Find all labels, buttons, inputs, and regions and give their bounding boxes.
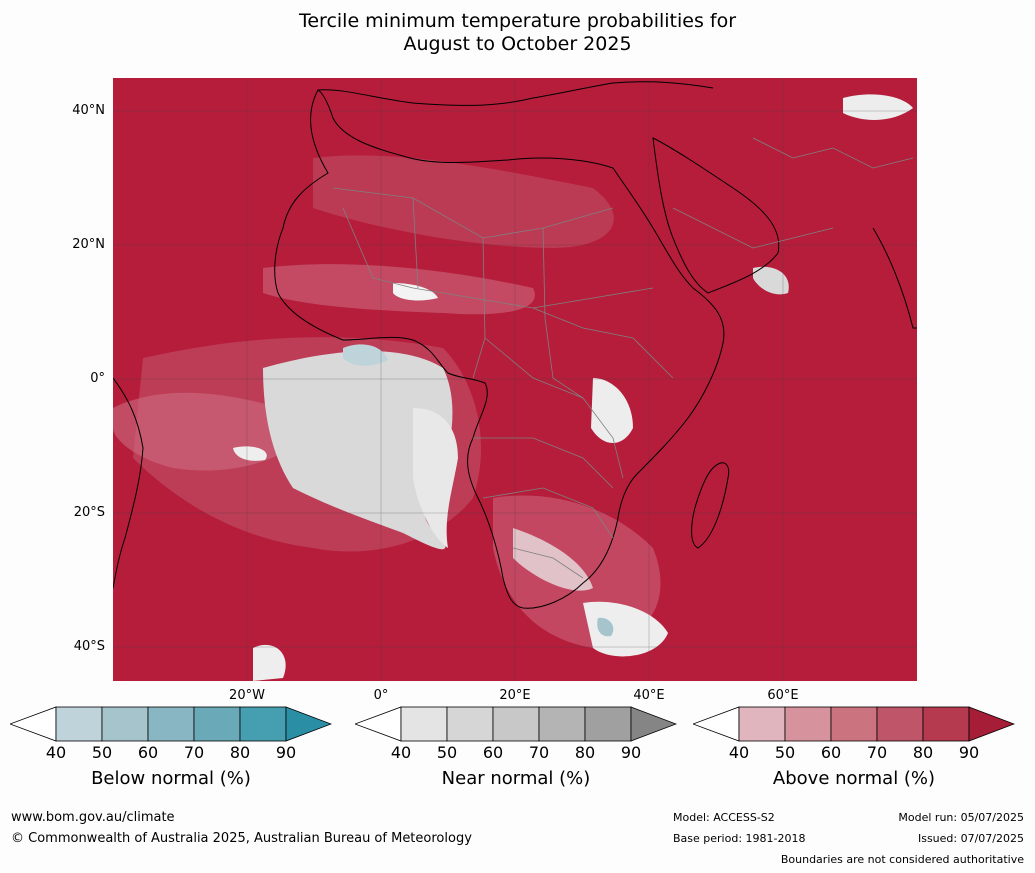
- footer-issued: Issued: 07/07/2025: [917, 832, 1024, 845]
- colorbar-below-label: Below normal (%): [91, 768, 251, 789]
- cbar-near-tick-90: 90: [620, 743, 642, 762]
- colorbar-above-normal: [693, 706, 1015, 742]
- europe-coastline: [317, 81, 714, 106]
- probability-shading: [113, 94, 913, 681]
- lon-label-20e: 20°E: [499, 688, 531, 703]
- cbar-near-max-extend: [630, 706, 677, 742]
- india-coastline: [872, 227, 917, 329]
- arabia-coastline: [652, 137, 780, 294]
- cbar-below-tick-50: 50: [91, 743, 113, 762]
- shade-near-normal-trop: [233, 446, 267, 461]
- lat-label-40s: 40°S: [73, 639, 105, 654]
- shade-near-normal-sahel: [393, 283, 438, 301]
- cbar-below-tick-40: 40: [45, 743, 67, 762]
- cbar-above-bin-40-50: [738, 706, 786, 742]
- map-canvas: [113, 78, 917, 681]
- footer-copyright: © Commonwealth of Australia 2025, Austra…: [11, 831, 472, 846]
- cbar-below-max-extend: [285, 706, 332, 742]
- cbar-near-tick-50: 50: [436, 743, 458, 762]
- cbar-above-tick-50: 50: [774, 743, 796, 762]
- cbar-above-bin-60-70: [830, 706, 878, 742]
- cbar-above-tick-90: 90: [958, 743, 980, 762]
- cbar-near-tick-40: 40: [390, 743, 412, 762]
- cbar-above-tick-40: 40: [728, 743, 750, 762]
- cbar-above-bin-50-60: [784, 706, 832, 742]
- cbar-above-max-extend: [968, 706, 1015, 742]
- africa-coastline: [274, 89, 725, 609]
- colorbar-near-normal: [355, 706, 677, 742]
- cbar-below-bin-40-50: [55, 706, 103, 742]
- cbar-below-bin-50-60: [101, 706, 149, 742]
- cbar-near-bin-70-80: [538, 706, 586, 742]
- lat-label-20s: 20°S: [73, 505, 105, 520]
- shade-near-normal-eastafrica: [591, 378, 633, 443]
- colorbar-above-label: Above normal (%): [772, 768, 936, 789]
- graticule: [113, 78, 917, 681]
- chart-title: Tercile minimum temperature probabilitie…: [0, 10, 1035, 56]
- cbar-above-bin-80-90: [922, 706, 970, 742]
- cbar-above-tick-60: 60: [820, 743, 842, 762]
- footer-disclaimer: Boundaries are not considered authoritat…: [780, 853, 1024, 866]
- colorbar-near-label: Near normal (%): [441, 768, 591, 789]
- lon-label-20w: 20°W: [229, 688, 265, 703]
- lat-label-0: 0°: [90, 371, 105, 386]
- lon-label-0: 0°: [373, 688, 389, 703]
- cbar-near-tick-80: 80: [574, 743, 596, 762]
- shade-near-normal-southafrica: [513, 528, 593, 591]
- cbar-below-bin-60-70: [147, 706, 195, 742]
- coastlines: [113, 81, 917, 609]
- shade-below-south: [597, 617, 614, 637]
- cbar-below-min-extend: [10, 706, 57, 742]
- footer-base-period: Base period: 1981-2018: [673, 832, 806, 845]
- footer-model-run: Model run: 05/07/2025: [898, 811, 1024, 824]
- shade-near-normal-sw: [253, 644, 286, 681]
- cbar-near-bin-80-90: [584, 706, 632, 742]
- title-line-2: August to October 2025: [403, 33, 632, 55]
- shade-near-normal-atlantic: [263, 351, 453, 550]
- cbar-below-tick-90: 90: [275, 743, 297, 762]
- cbar-above-tick-80: 80: [912, 743, 934, 762]
- map-panel: [113, 78, 917, 681]
- cbar-near-bin-60-70: [492, 706, 540, 742]
- cbar-above-bin-70-80: [876, 706, 924, 742]
- footer-model: Model: ACCESS-S2: [673, 811, 775, 824]
- lat-label-40n: 40°N: [72, 103, 105, 118]
- cbar-below-tick-70: 70: [183, 743, 205, 762]
- shade-near-normal-gulf: [343, 344, 388, 366]
- cbar-near-tick-60: 60: [482, 743, 504, 762]
- shade-near-normal-india: [753, 266, 789, 295]
- cbar-near-min-extend: [355, 706, 402, 742]
- country-borders: [332, 137, 914, 579]
- cbar-below-bin-70-80: [193, 706, 241, 742]
- cbar-near-tick-70: 70: [528, 743, 550, 762]
- footer-website: www.bom.gov.au/climate: [11, 810, 175, 825]
- madagascar-coastline: [691, 462, 730, 549]
- lat-label-20n: 20°N: [72, 237, 105, 252]
- cbar-below-tick-60: 60: [137, 743, 159, 762]
- shade-near-normal-himalaya: [843, 94, 913, 120]
- cbar-above-min-extend: [693, 706, 740, 742]
- south-america-coastline: [113, 377, 144, 589]
- cbar-near-bin-50-60: [446, 706, 494, 742]
- colorbar-below-normal: [10, 706, 332, 742]
- lon-label-40e: 40°E: [633, 688, 665, 703]
- cbar-below-bin-80-90: [239, 706, 287, 742]
- title-line-1: Tercile minimum temperature probabilitie…: [298, 10, 737, 32]
- shade-near-normal-south: [583, 601, 668, 657]
- shade-above-northafrica: [313, 155, 614, 248]
- cbar-below-tick-80: 80: [229, 743, 251, 762]
- cbar-near-bin-40-50: [400, 706, 448, 742]
- lon-label-60e: 60°E: [767, 688, 799, 703]
- cbar-above-tick-70: 70: [866, 743, 888, 762]
